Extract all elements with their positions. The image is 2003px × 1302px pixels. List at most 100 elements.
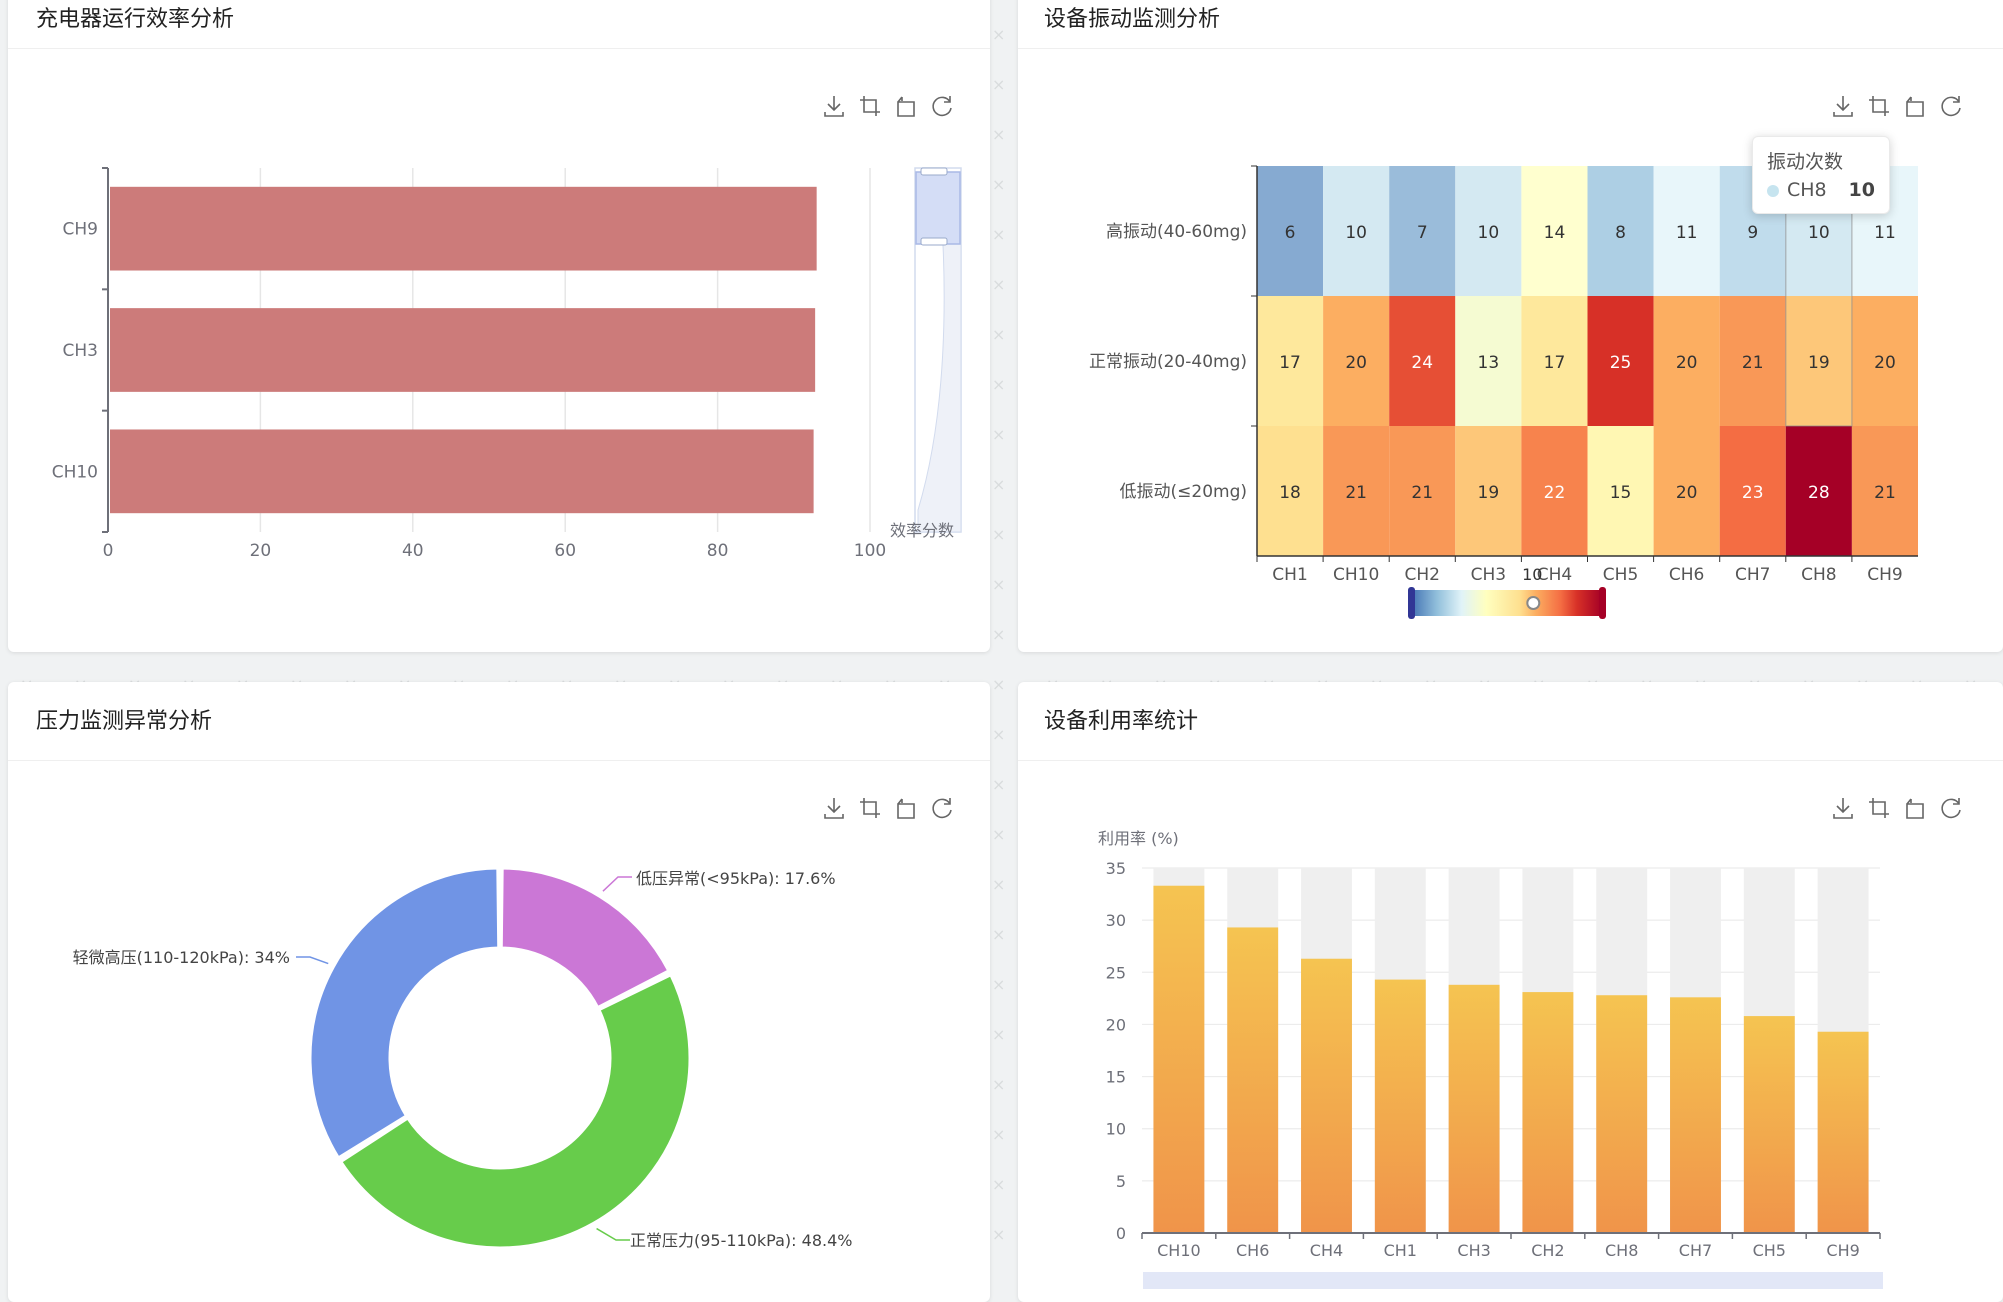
restore-icon[interactable] (928, 794, 956, 822)
svg-text:×: × (992, 1075, 1005, 1094)
svg-text:×: × (992, 875, 1005, 894)
y-tick-label: 15 (1106, 1068, 1126, 1087)
svg-text:×: × (992, 625, 1005, 644)
restore-icon[interactable] (1937, 92, 1965, 120)
panel-title: 设备振动监测分析 (1044, 7, 1221, 32)
svg-text:×: × (992, 225, 1005, 244)
svg-text:×: × (992, 1125, 1005, 1144)
heatmap-cell (1851, 296, 1918, 426)
y-tick-label: 25 (1106, 963, 1126, 982)
cell-label: 13 (1478, 353, 1500, 373)
cell-label: 20 (1874, 353, 1896, 373)
svg-text:×: × (992, 75, 1005, 94)
svg-text:×: × (992, 725, 1005, 744)
x-tick-label: CH9 (1867, 565, 1902, 585)
slice-label: 轻微高压(110-120kPa): 34% (73, 948, 290, 967)
restore-icon[interactable] (1937, 794, 1965, 822)
heatmap-cell (1389, 426, 1456, 556)
cell-label: 10 (1808, 223, 1830, 243)
x-tick-label: CH5 (1753, 1241, 1786, 1260)
x-tick-label: CH10 (1333, 565, 1379, 585)
bar (110, 186, 817, 271)
slice-label: 正常压力(95-110kPa): 48.4% (630, 1231, 852, 1250)
download-icon[interactable] (1829, 92, 1857, 120)
y-axis-label: 利用率 (%) (1098, 829, 1179, 848)
zoom-icon[interactable] (1865, 92, 1893, 120)
zoom-icon[interactable] (856, 794, 884, 822)
x-tick-label: 40 (402, 541, 424, 561)
x-tick-label: CH7 (1735, 565, 1770, 585)
y-tick-label: 5 (1116, 1172, 1126, 1191)
y-tick-label: 20 (1106, 1015, 1126, 1034)
heatmap-cell (1785, 296, 1852, 426)
bar (1301, 958, 1352, 1233)
zoom-reset-icon[interactable] (1901, 794, 1929, 822)
cell-label: 11 (1676, 223, 1698, 243)
heatmap-cell (1653, 296, 1720, 426)
y-tick-label: 正常振动(20-40mg) (1089, 352, 1247, 372)
cell-label: 19 (1478, 483, 1500, 503)
y-tick-label: CH9 (63, 220, 98, 240)
efficiency-panel-header: 充电器运行效率分析 (8, 0, 990, 49)
pressure-toolbox (820, 794, 956, 822)
svg-text:×: × (992, 1225, 1005, 1244)
heatmap-cell (1653, 166, 1720, 296)
utilization-chart: 0 5 10 15 20 25 30 35 利用率 (%) CH10 CH6 CH4 CH1 CH3 CH2… (1098, 829, 1883, 1289)
label-line (596, 1227, 630, 1241)
zoom-reset-icon[interactable] (892, 794, 920, 822)
download-icon[interactable] (820, 92, 848, 120)
heatmap-cell (1323, 166, 1390, 296)
datazoom-handle (920, 237, 948, 246)
svg-text:×: × (992, 175, 1005, 194)
zoom-reset-icon[interactable] (1901, 92, 1929, 120)
y-tick-label: 30 (1106, 911, 1126, 930)
cell-label: 9 (1747, 223, 1758, 243)
bar (1522, 992, 1574, 1233)
bar (1227, 927, 1279, 1233)
restore-icon[interactable] (928, 92, 956, 120)
vibration-chart: 6 10 7 10 14 8 11 9 10 11 17 20 24 13 17 25 20 21 19 20 18 21… (1089, 165, 1918, 619)
heatmap-cell (1455, 166, 1522, 296)
heatmap-cell (1455, 426, 1522, 556)
heatmap-tooltip: 振动次数 CH8 10 (1752, 136, 1890, 214)
zoom-icon[interactable] (856, 92, 884, 120)
download-icon[interactable] (1829, 794, 1857, 822)
x-tick-label: CH8 (1801, 565, 1836, 585)
panel-title: 充电器运行效率分析 (36, 7, 235, 32)
y-tick-label: 0 (1116, 1224, 1126, 1243)
y-tick-label: CH3 (63, 341, 98, 361)
datazoom-window (915, 171, 961, 245)
x-tick-label: CH9 (1826, 1241, 1859, 1260)
bar (1448, 984, 1500, 1233)
heatmap-cell (1719, 426, 1786, 556)
x-tick-label: CH4 (1537, 565, 1572, 585)
svg-text:×: × (992, 125, 1005, 144)
x-tick-label: CH6 (1236, 1241, 1269, 1260)
x-tick-label: 60 (554, 541, 576, 561)
cell-label: 17 (1544, 353, 1566, 373)
x-tick-label: CH4 (1310, 1241, 1343, 1260)
cell-label: 21 (1874, 483, 1896, 503)
zoom-icon[interactable] (1865, 794, 1893, 822)
heatmap-cell (1521, 426, 1588, 556)
x-tick-label: CH3 (1471, 565, 1506, 585)
x-tick-label: CH10 (1157, 1241, 1201, 1260)
heatmap-cell (1389, 296, 1456, 426)
cell-label: 14 (1544, 223, 1566, 243)
cell-label: 19 (1808, 353, 1830, 373)
zoom-reset-icon[interactable] (892, 92, 920, 120)
label-line (296, 956, 329, 965)
y-tick-label: 高振动(40-60mg) (1106, 222, 1247, 242)
visualmap-indicator (1526, 596, 1541, 610)
cell-label: 24 (1411, 353, 1433, 373)
download-icon[interactable] (820, 794, 848, 822)
svg-text:×: × (992, 425, 1005, 444)
pressure-chart: 低压异常(<95kPa): 17.6% 正常压力(95-110kPa): 48.4… (73, 866, 852, 1250)
visualmap-bar (1412, 590, 1602, 616)
heatmap-cell (1587, 166, 1654, 296)
heatmap-cell (1323, 426, 1390, 556)
svg-text:×: × (992, 1025, 1005, 1044)
cell-label: 18 (1279, 483, 1301, 503)
heatmap-cell (1587, 296, 1654, 426)
